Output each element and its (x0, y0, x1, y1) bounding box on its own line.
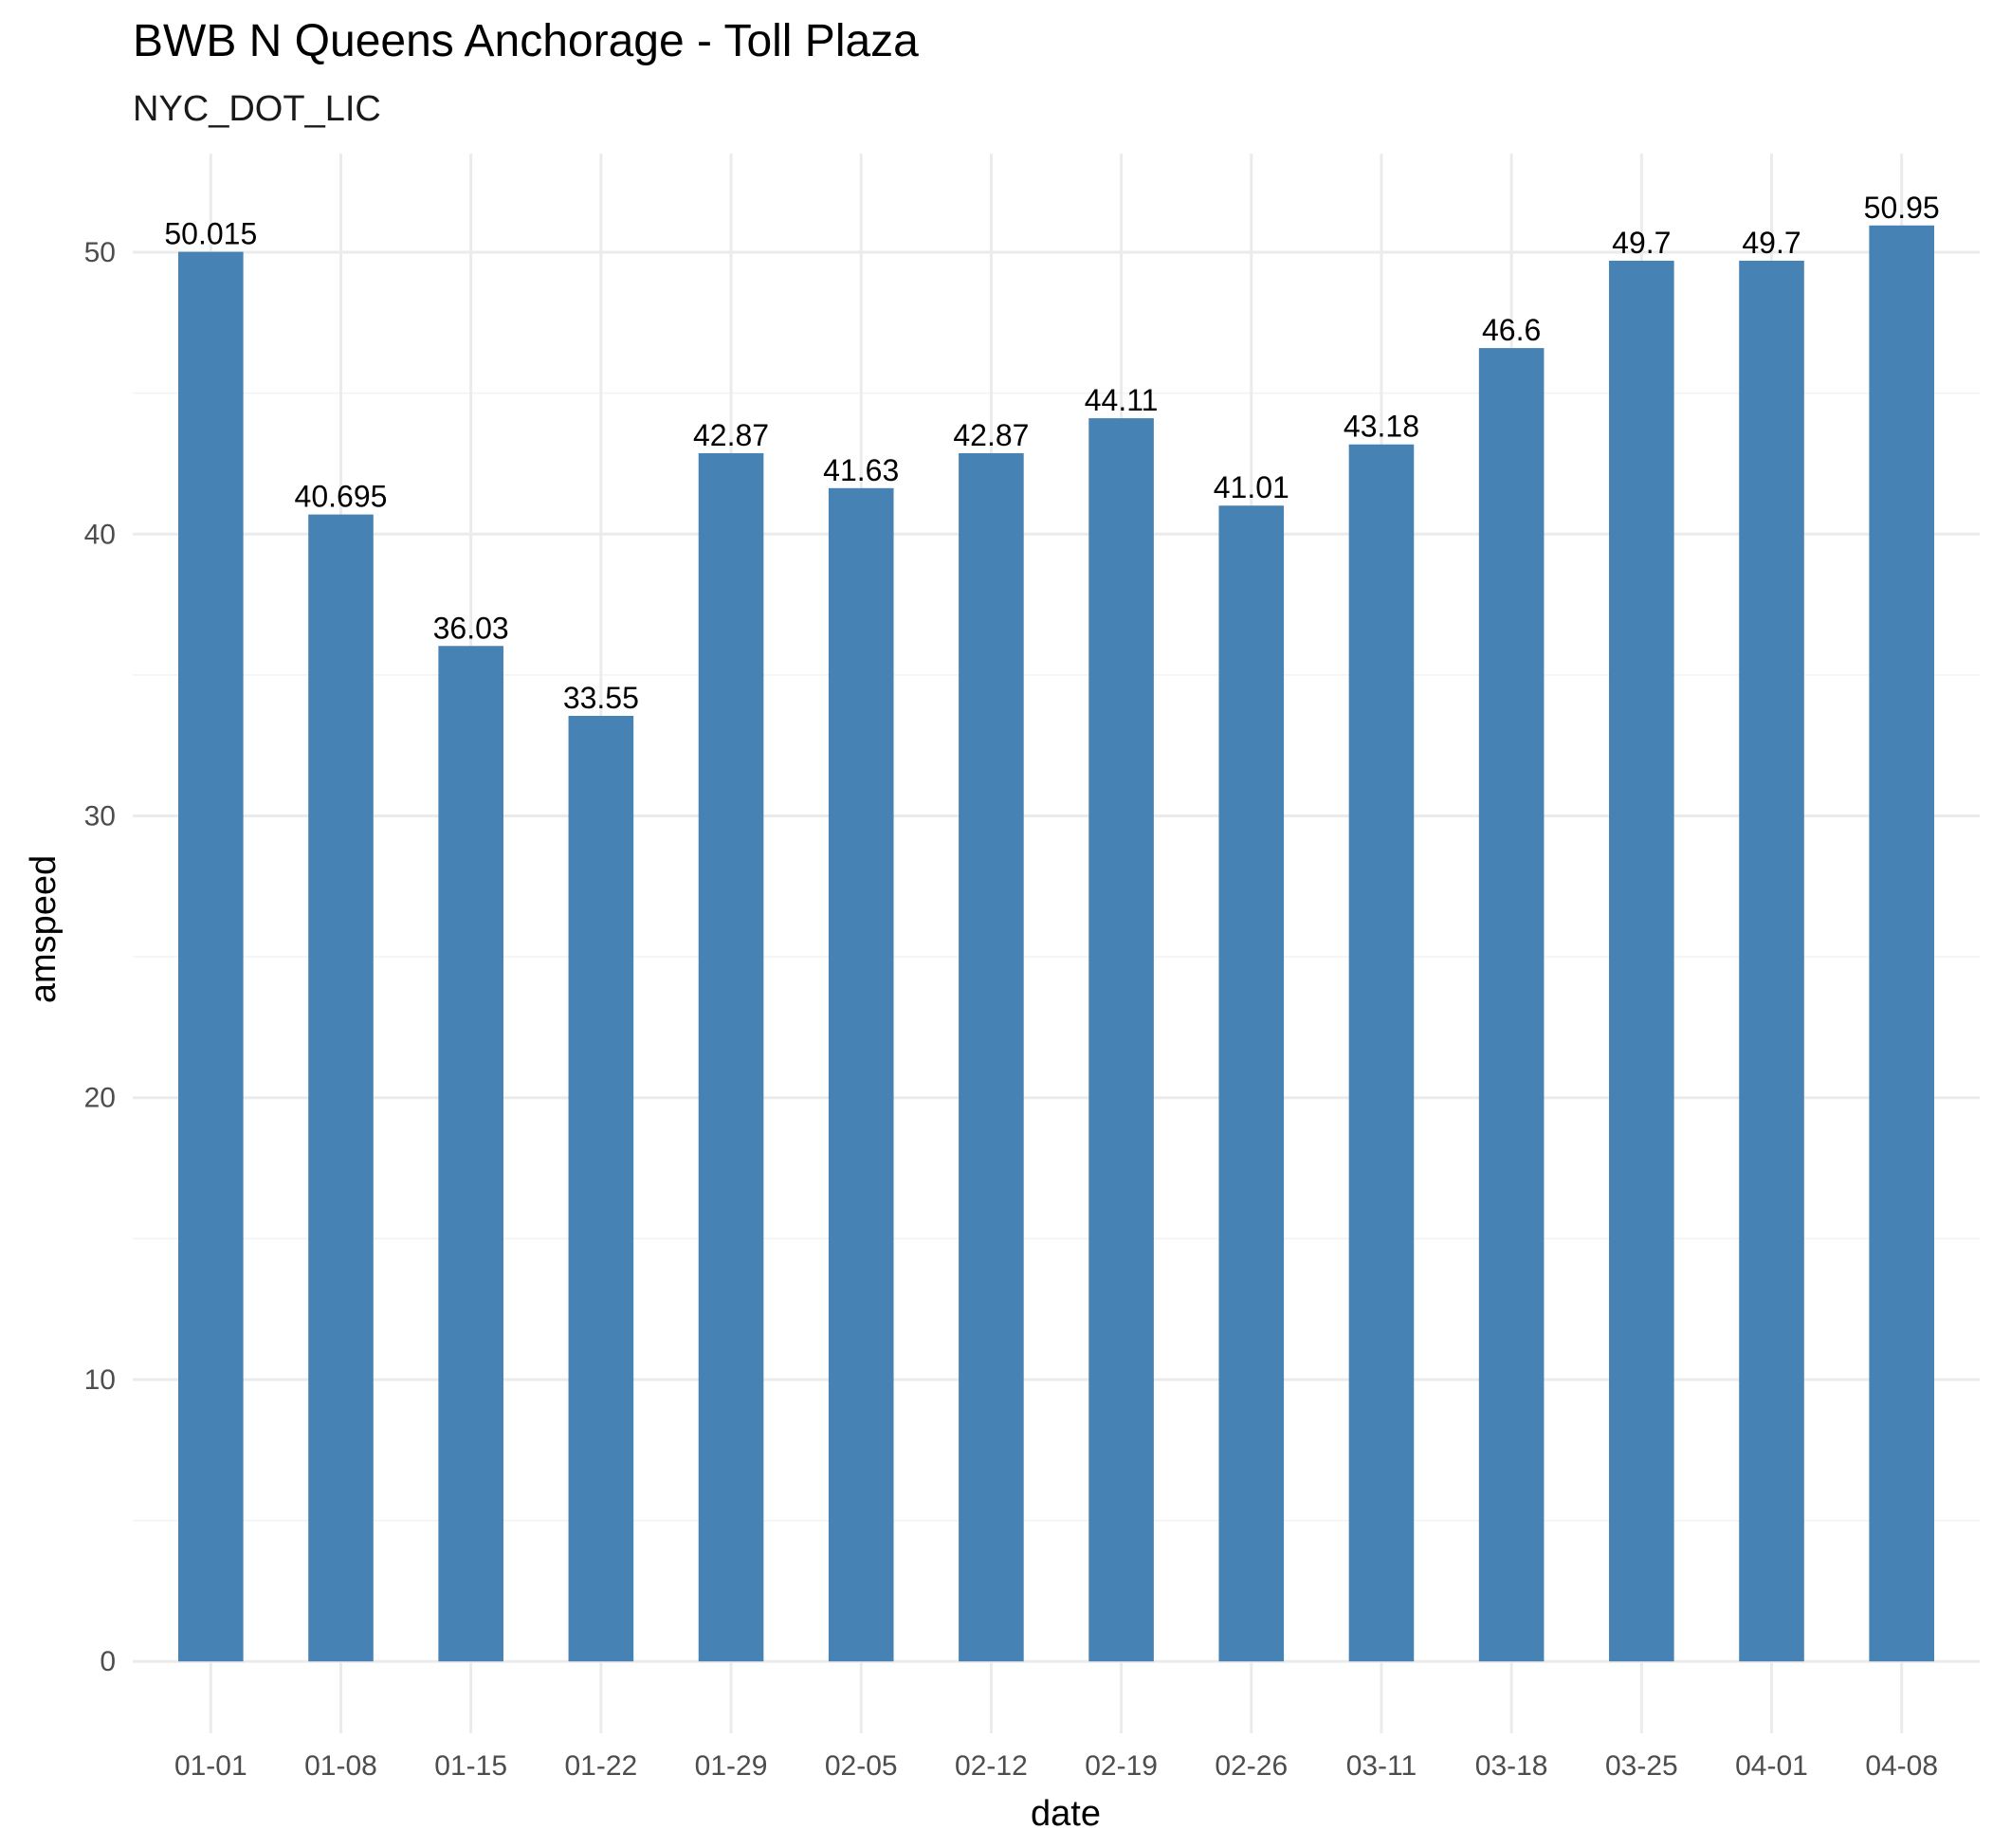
chart-title: BWB N Queens Anchorage - Toll Plaza (133, 16, 919, 66)
bar (698, 452, 764, 1662)
y-tick-label: 40 (84, 519, 116, 550)
data-labels: 50.015 40.695 36.03 33.55 42.87 41.63 42.87 44.… (164, 191, 1939, 715)
bar (1478, 348, 1545, 1662)
bar-value-label: 46.6 (1482, 313, 1541, 347)
x-tick-label: 02-26 (1215, 1750, 1288, 1782)
bar-value-label: 49.7 (1612, 226, 1671, 260)
bar-value-label: 42.87 (953, 418, 1029, 452)
bar (178, 251, 244, 1662)
bar (308, 514, 374, 1662)
x-tick-label: 02-19 (1085, 1750, 1158, 1782)
bar (1348, 444, 1415, 1662)
bar (438, 646, 503, 1662)
x-tick-label: 01-01 (174, 1750, 247, 1782)
y-axis-title: amspeed (24, 855, 64, 1003)
bar-value-label: 41.01 (1214, 470, 1289, 504)
x-tick-label: 03-25 (1605, 1750, 1678, 1782)
y-tick-label: 20 (84, 1083, 116, 1114)
x-tick-label: 01-22 (564, 1750, 637, 1782)
x-tick-label: 02-05 (825, 1750, 898, 1782)
bar-value-label: 41.63 (823, 453, 899, 487)
x-tick-label: 03-11 (1346, 1750, 1417, 1782)
bar (1088, 418, 1154, 1662)
grid-lines (133, 154, 1980, 1733)
bar-value-label: 44.11 (1085, 383, 1159, 417)
bar-value-label: 43.18 (1344, 410, 1419, 444)
x-tick-label: 01-29 (695, 1750, 768, 1782)
bar-value-label: 50.95 (1864, 191, 1940, 225)
bar (828, 487, 894, 1662)
y-tick-label: 50 (84, 237, 116, 268)
x-axis-ticks: 01-01 01-08 01-15 01-22 01-29 02-05 02-12 02-19… (174, 1750, 1938, 1782)
x-axis-title: date (1031, 1794, 1101, 1834)
bar (1739, 260, 1804, 1662)
bar (959, 452, 1024, 1662)
chart-subtitle: NYC_DOT_LIC (133, 89, 381, 129)
x-tick-label: 02-12 (955, 1750, 1028, 1782)
x-tick-label: 01-15 (434, 1750, 507, 1782)
bar-value-label: 49.7 (1742, 226, 1801, 260)
y-axis-ticks: 0 10 20 30 40 50 (84, 237, 116, 1677)
y-tick-label: 0 (100, 1646, 116, 1677)
x-tick-label: 01-08 (304, 1750, 377, 1782)
bar-value-label: 40.695 (295, 480, 388, 514)
bars (178, 225, 1934, 1662)
x-tick-label: 04-08 (1865, 1750, 1938, 1782)
bar (1218, 505, 1285, 1662)
bar-value-label: 33.55 (563, 681, 639, 715)
bar-value-label: 36.03 (433, 611, 509, 645)
x-tick-label: 04-01 (1735, 1750, 1808, 1782)
bar-value-label: 50.015 (164, 217, 257, 251)
y-tick-label: 30 (84, 801, 116, 833)
y-tick-label: 10 (84, 1364, 116, 1396)
bar (568, 715, 634, 1662)
bar (1869, 225, 1934, 1662)
bar-value-label: 42.87 (693, 418, 769, 452)
bar (1609, 260, 1674, 1662)
x-tick-label: 03-18 (1475, 1750, 1548, 1782)
